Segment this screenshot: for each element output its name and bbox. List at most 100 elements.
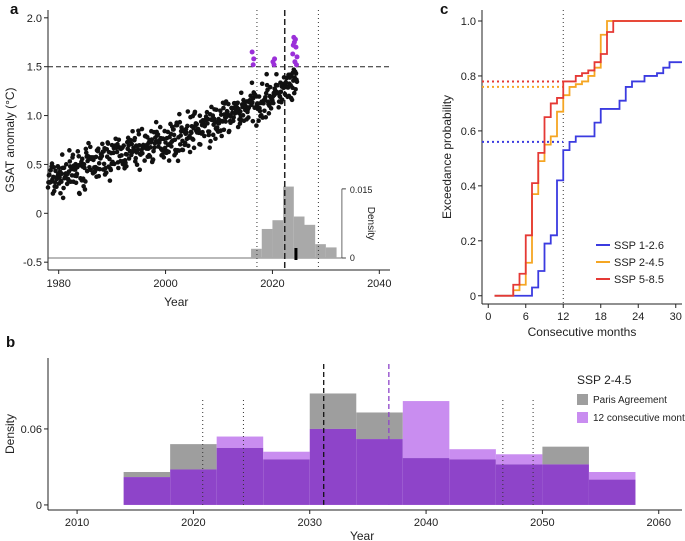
data-point xyxy=(187,149,193,155)
data-point xyxy=(131,147,137,152)
legend-label: 12 consecutive months xyxy=(593,413,685,424)
data-point xyxy=(279,97,285,103)
exceedance-series-line xyxy=(494,20,682,297)
data-point xyxy=(148,145,153,150)
data-point xyxy=(58,190,63,196)
data-point xyxy=(205,121,210,126)
panel-c-y-tick-label: 0.8 xyxy=(461,71,476,83)
data-point xyxy=(157,124,163,130)
data-point xyxy=(218,108,223,114)
data-point xyxy=(190,137,196,142)
data-point xyxy=(180,147,186,153)
data-point xyxy=(88,144,93,150)
exceedance-point xyxy=(292,36,298,42)
histogram-bar xyxy=(588,472,636,480)
data-point xyxy=(132,135,138,141)
data-point xyxy=(88,167,94,173)
data-point xyxy=(206,132,212,138)
data-point xyxy=(262,108,267,114)
data-point xyxy=(61,185,66,191)
panel-c-y-label: Exceedance probability xyxy=(440,95,454,219)
data-point xyxy=(226,128,232,134)
histogram-overlap-bar xyxy=(449,459,496,505)
data-point xyxy=(83,179,88,184)
exceedance-point xyxy=(250,62,256,68)
exceedance-point xyxy=(249,49,255,55)
data-point xyxy=(268,106,274,111)
data-point xyxy=(136,131,142,137)
data-point xyxy=(82,187,88,192)
data-point xyxy=(175,158,181,164)
legend-label: Paris Agreement xyxy=(593,395,667,406)
exceedance-point xyxy=(290,51,296,57)
data-point xyxy=(214,125,220,130)
data-point xyxy=(51,174,56,180)
density-inset-bar xyxy=(315,244,326,258)
exceedance-point xyxy=(293,44,299,50)
histogram-bar xyxy=(216,436,264,448)
data-point xyxy=(210,132,216,138)
data-point xyxy=(191,145,197,151)
data-point xyxy=(142,158,147,163)
data-point xyxy=(184,130,189,136)
data-point xyxy=(112,161,117,167)
data-point xyxy=(230,118,236,124)
histogram-bar xyxy=(170,444,217,470)
data-point xyxy=(111,150,116,156)
data-point xyxy=(178,133,184,138)
histogram-bar xyxy=(449,449,496,460)
data-point xyxy=(263,94,268,100)
data-point xyxy=(200,129,205,135)
data-point xyxy=(147,154,153,159)
density-inset-label: Density xyxy=(365,207,376,240)
legend-label: SSP 1-2.6 xyxy=(614,240,664,252)
data-point xyxy=(75,149,81,154)
data-point xyxy=(238,90,244,96)
data-point xyxy=(61,165,67,171)
data-point xyxy=(250,100,255,105)
panel-a-x-tick-label: 2020 xyxy=(260,278,284,290)
data-point xyxy=(59,179,64,185)
data-point xyxy=(86,140,91,146)
data-point xyxy=(206,129,212,134)
data-point xyxy=(123,160,128,166)
data-point xyxy=(254,123,259,128)
exceedance-point xyxy=(293,62,299,68)
data-point xyxy=(275,83,280,88)
histogram-overlap-bar xyxy=(170,469,217,505)
data-point xyxy=(249,80,255,86)
data-point xyxy=(223,119,228,124)
data-point xyxy=(276,105,281,110)
data-point xyxy=(136,128,141,134)
data-point xyxy=(189,130,194,136)
data-point xyxy=(166,149,171,155)
data-point xyxy=(96,146,101,151)
data-point xyxy=(235,100,241,106)
data-point xyxy=(51,188,57,194)
data-point xyxy=(100,141,105,147)
panel-b-x-label: Year xyxy=(350,529,374,541)
panel-b-x-tick-label: 2020 xyxy=(181,517,205,529)
panel-c: 0 0.2 0.4 0.6 0.8 1.0 0 6 12 18 24 30 Consecutive mo… xyxy=(440,10,682,339)
data-point xyxy=(57,174,62,180)
histogram-bar xyxy=(542,446,589,465)
data-point xyxy=(246,115,251,120)
data-point xyxy=(101,161,107,167)
panel-a-x-tick-label: 2040 xyxy=(367,278,391,290)
panel-c-x-tick-label: 12 xyxy=(557,311,569,323)
data-point xyxy=(76,153,82,159)
histogram-bar xyxy=(309,393,357,429)
data-point xyxy=(291,90,297,96)
density-inset-bar xyxy=(261,228,273,258)
exceedance-point xyxy=(271,62,277,68)
data-point xyxy=(240,113,246,118)
panel-c-x-tick-label: 6 xyxy=(523,311,529,323)
data-point xyxy=(81,161,87,167)
data-point xyxy=(197,113,203,119)
panel-c-x-tick-label: 18 xyxy=(595,311,607,323)
data-point xyxy=(185,143,191,149)
panel-a-y-label: GSAT anomaly (°C) xyxy=(3,87,17,192)
data-point xyxy=(238,109,243,114)
exceedance-point xyxy=(272,56,278,62)
data-point xyxy=(208,138,213,144)
